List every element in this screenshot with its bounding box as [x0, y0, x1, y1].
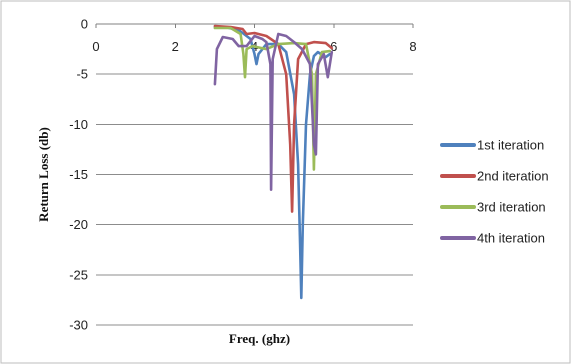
y-tick-label: -15 — [69, 167, 88, 182]
plot-series — [213, 24, 334, 300]
x-axis-title: Freq. (ghz) — [229, 331, 290, 346]
gridlines — [96, 73, 413, 326]
y-tick-label: -10 — [69, 117, 88, 132]
legend-label-1: 1st iteration — [477, 138, 544, 153]
legend-label-3: 3rd iteration — [477, 200, 546, 215]
legend: 1st iteration 2nd iteration 3rd iteration 4… — [440, 138, 549, 246]
y-tick-label: 0 — [81, 17, 88, 32]
series-line-1 — [213, 25, 332, 300]
series-line-2 — [213, 24, 334, 213]
x-tick-label: 2 — [172, 39, 179, 54]
series-line-4 — [213, 32, 334, 191]
y-tick-label: -30 — [69, 318, 88, 333]
x-tick-label: 6 — [330, 39, 337, 54]
series-line-3 — [213, 26, 332, 171]
y-tick-label: -20 — [69, 217, 88, 232]
y-axis-title: Return Loss (db) — [36, 127, 51, 222]
legend-label-2: 2nd iteration — [477, 169, 549, 184]
x-tick-label: 8 — [409, 39, 416, 54]
y-axis-ticks: 0 -5 -10 -15 -20 -25 -30 — [69, 17, 88, 333]
x-tick-label: 0 — [92, 39, 99, 54]
legend-label-4: 4th iteration — [477, 231, 545, 246]
y-tick-label: -5 — [76, 67, 88, 82]
y-tick-label: -25 — [69, 267, 88, 282]
